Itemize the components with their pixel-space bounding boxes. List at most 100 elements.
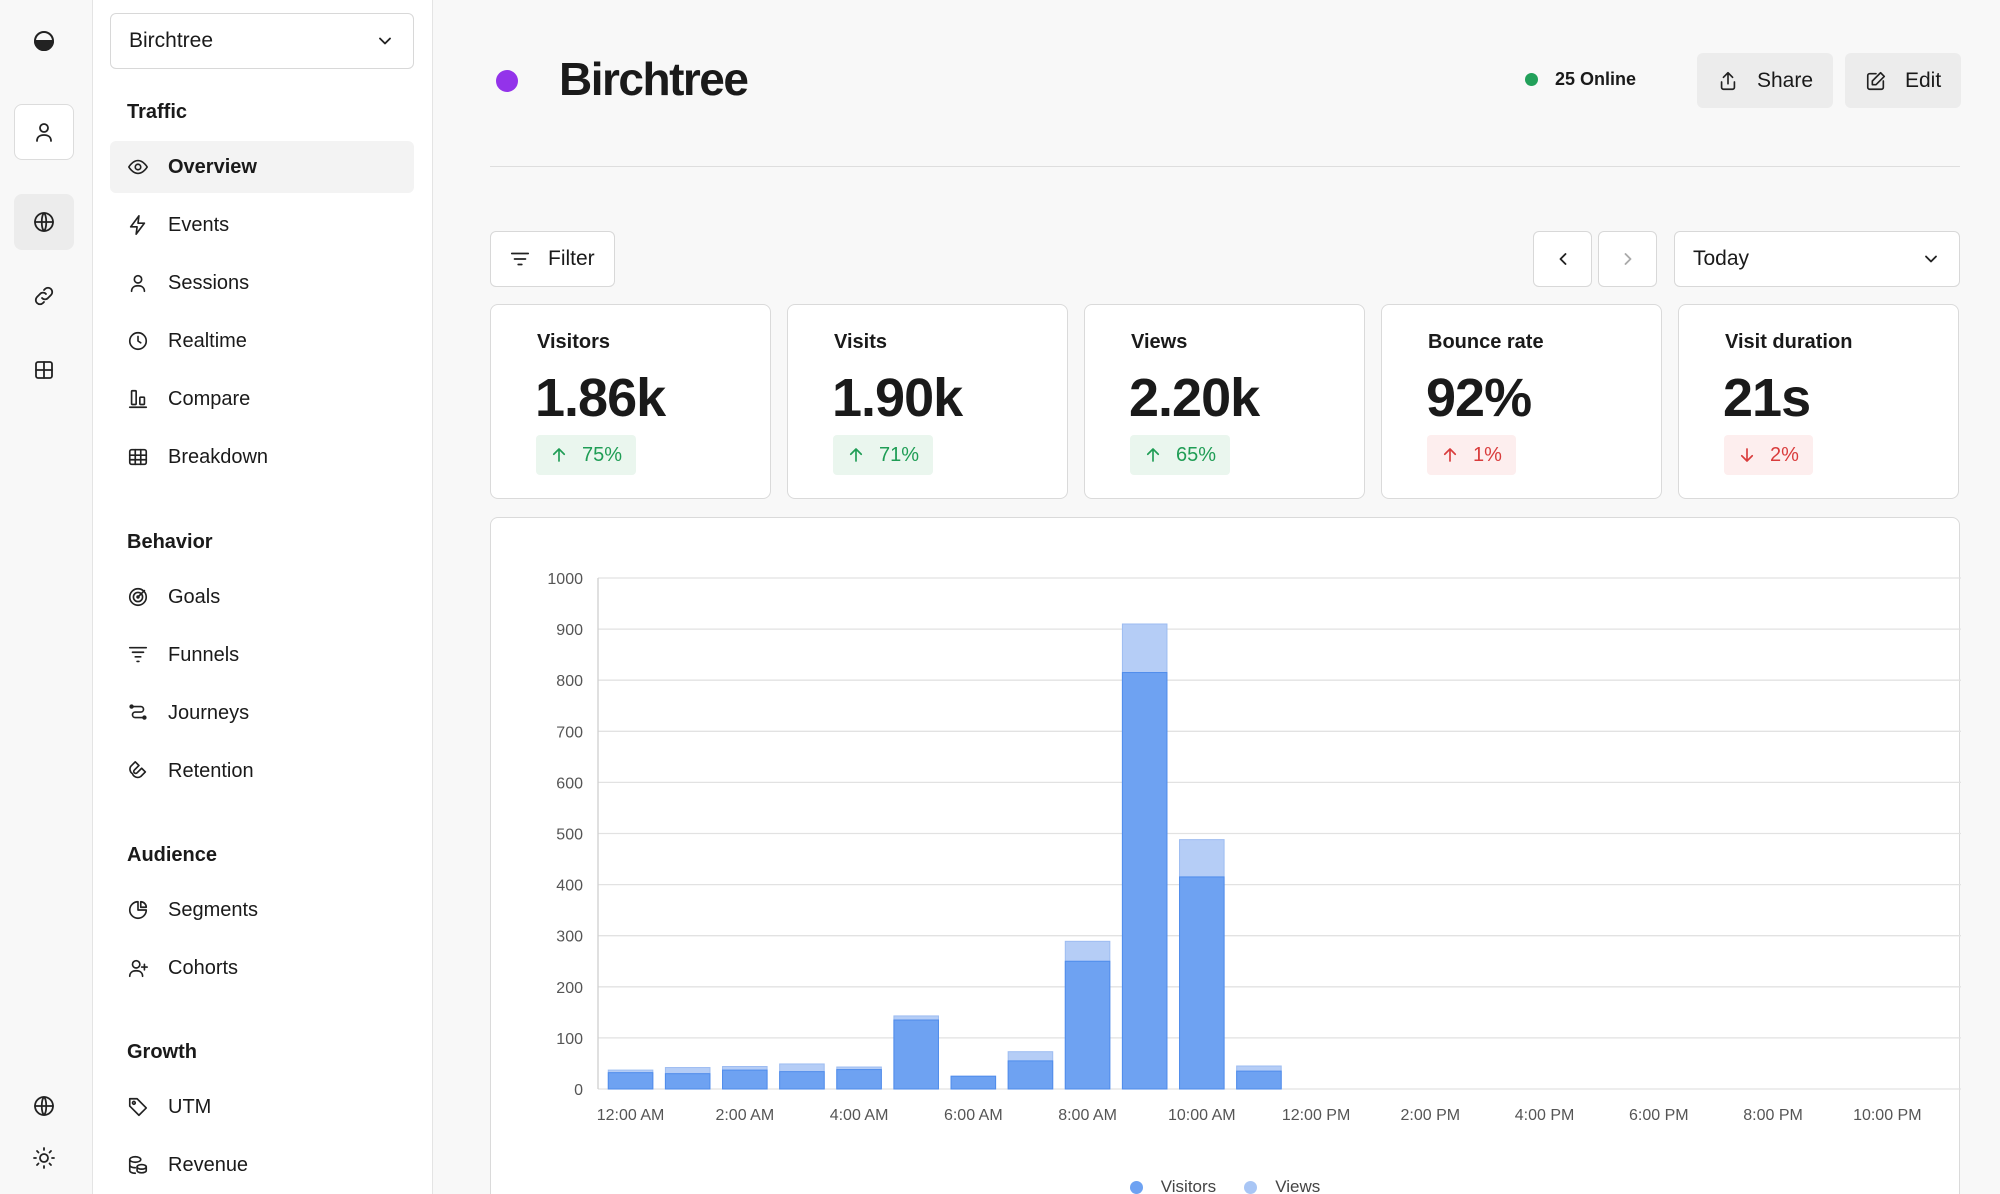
nav-section-audience: Audience Segments Cohorts xyxy=(110,840,414,994)
metric-card-visitors: Visitors 1.86k 75% xyxy=(490,304,771,499)
sidebar-item-retention[interactable]: Retention xyxy=(110,745,414,797)
metric-card-visits: Visits 1.90k 71% xyxy=(787,304,1068,499)
y-tick-label: 200 xyxy=(556,980,583,997)
edit-button[interactable]: Edit xyxy=(1845,53,1962,108)
header-divider xyxy=(490,166,1960,167)
main-content: Birchtree 25 Online Share Edit Filter To… xyxy=(433,0,2000,1194)
metric-label: Views xyxy=(1131,331,1188,353)
nav-heading-traffic: Traffic xyxy=(127,101,188,123)
sidebar-item-label: Goals xyxy=(168,585,221,608)
filter-icon xyxy=(510,252,530,266)
x-tick-label: 12:00 PM xyxy=(1282,1107,1350,1124)
metric-value: 1.86k xyxy=(535,368,666,428)
bar-visitors xyxy=(1236,1070,1282,1090)
metric-change: 75% xyxy=(536,435,637,475)
metric-label: Visitors xyxy=(537,331,610,353)
sidebar: Birchtree Traffic Overview Events Sessio… xyxy=(93,0,433,1194)
x-tick-label: 12:00 AM xyxy=(597,1107,665,1124)
metric-change: 71% xyxy=(833,435,934,475)
globe-icon[interactable] xyxy=(14,1078,74,1134)
metric-label: Bounce rate xyxy=(1428,331,1544,353)
eye-icon xyxy=(128,159,148,175)
icon-rail xyxy=(0,0,93,1194)
metric-change-value: 1% xyxy=(1473,443,1502,466)
bar-visitors xyxy=(893,1019,939,1090)
sidebar-item-breakdown[interactable]: Breakdown xyxy=(110,431,414,483)
sidebar-item-label: Compare xyxy=(168,387,251,410)
sidebar-item-segments[interactable]: Segments xyxy=(110,884,414,936)
nav-section-growth: Growth UTM Revenue xyxy=(110,1037,414,1191)
user-icon xyxy=(130,274,146,293)
metric-change-value: 75% xyxy=(582,443,623,466)
metric-value: 92% xyxy=(1426,368,1532,428)
sidebar-item-compare[interactable]: Compare xyxy=(110,373,414,425)
sidebar-item-label: Events xyxy=(168,213,230,236)
sidebar-item-label: Revenue xyxy=(168,1153,249,1176)
nav-section-behavior: Behavior Goals Funnels Journeys Retentio… xyxy=(110,527,414,797)
y-tick-label: 700 xyxy=(556,724,583,741)
user-icon[interactable] xyxy=(14,104,74,160)
bar-visitors xyxy=(722,1069,768,1090)
share-button[interactable]: Share xyxy=(1697,53,1834,108)
sidebar-item-utm[interactable]: UTM xyxy=(110,1081,414,1133)
sidebar-item-cohorts[interactable]: Cohorts xyxy=(110,942,414,994)
bar-visitors xyxy=(664,1073,711,1090)
sidebar-item-label: Segments xyxy=(168,898,259,921)
filter-button[interactable]: Filter xyxy=(490,231,615,287)
logo-icon[interactable] xyxy=(14,13,74,69)
table-icon xyxy=(128,448,148,466)
y-tick-label: 500 xyxy=(556,827,583,844)
sidebar-item-revenue[interactable]: Revenue xyxy=(110,1139,414,1191)
metric-change: 1% xyxy=(1427,435,1516,475)
y-tick-label: 900 xyxy=(556,622,583,639)
bar-visitors xyxy=(1007,1060,1054,1090)
arrow-up-icon xyxy=(552,448,566,462)
sidebar-item-label: Funnels xyxy=(168,643,240,666)
previous-period-button[interactable] xyxy=(1533,231,1592,287)
metric-value: 21s xyxy=(1723,368,1811,428)
pie-icon xyxy=(128,900,148,920)
x-tick-label: 10:00 PM xyxy=(1853,1107,1921,1124)
y-tick-label: 0 xyxy=(574,1082,583,1099)
legend-item-visitors[interactable]: Visitors xyxy=(1129,1177,1216,1194)
next-period-button[interactable] xyxy=(1598,231,1657,287)
grid-icon[interactable] xyxy=(14,342,74,398)
sidebar-item-goals[interactable]: Goals xyxy=(110,571,414,623)
compare-icon xyxy=(128,389,148,409)
legend-swatch xyxy=(1129,1180,1143,1194)
metric-label: Visit duration xyxy=(1725,331,1853,353)
arrow-up-icon xyxy=(1146,448,1160,462)
date-range-select[interactable]: Today xyxy=(1674,231,1960,287)
nav-heading-growth: Growth xyxy=(127,1041,197,1063)
chevron-down-icon xyxy=(379,37,391,45)
online-count: 25 Online xyxy=(1555,69,1637,89)
y-tick-label: 600 xyxy=(556,775,583,792)
sun-icon[interactable] xyxy=(14,1130,74,1186)
chart-legend: Visitors Views xyxy=(491,1177,1959,1194)
link-icon[interactable] xyxy=(14,268,74,324)
page-title: Birchtree xyxy=(559,53,749,105)
sidebar-item-funnels[interactable]: Funnels xyxy=(110,629,414,681)
bar-visitors xyxy=(1064,960,1111,1090)
legend-item-views[interactable]: Views xyxy=(1244,1177,1320,1194)
metric-change-value: 2% xyxy=(1770,443,1799,466)
chevron-left-icon xyxy=(1559,253,1566,265)
x-tick-label: 4:00 PM xyxy=(1515,1107,1575,1124)
x-tick-label: 8:00 PM xyxy=(1743,1107,1803,1124)
bar-visitors xyxy=(779,1071,825,1090)
nav-heading-behavior: Behavior xyxy=(127,531,213,553)
sidebar-item-journeys[interactable]: Journeys xyxy=(110,687,414,739)
site-selector[interactable]: Birchtree xyxy=(110,13,414,69)
sidebar-item-label: Breakdown xyxy=(168,445,269,468)
chevron-down-icon xyxy=(1925,255,1937,263)
sidebar-item-sessions[interactable]: Sessions xyxy=(110,257,414,309)
sidebar-item-events[interactable]: Events xyxy=(110,199,414,251)
online-dot xyxy=(1525,73,1538,86)
sidebar-item-overview[interactable]: Overview xyxy=(110,141,414,193)
sidebar-item-realtime[interactable]: Realtime xyxy=(110,315,414,367)
arrow-up-icon xyxy=(849,448,863,462)
online-indicator: 25 Online xyxy=(1525,69,1636,90)
metric-card-visit-duration: Visit duration 21s 2% xyxy=(1678,304,1959,499)
sidebar-item-label: Overview xyxy=(168,155,257,178)
globe-icon[interactable] xyxy=(14,194,74,250)
